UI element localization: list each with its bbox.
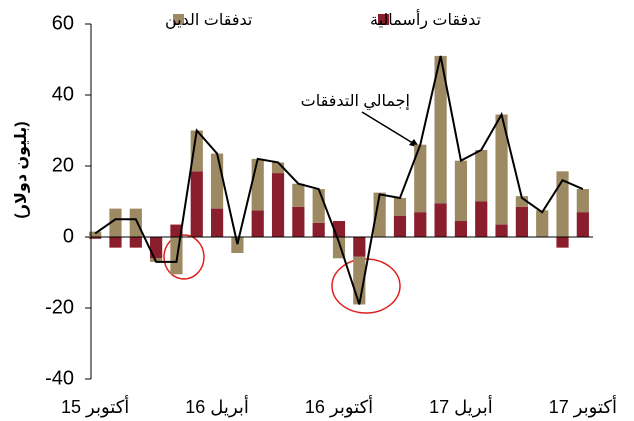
- bar-segment: [89, 237, 102, 239]
- bar-segment: [515, 196, 528, 207]
- bar-segment: [454, 160, 468, 222]
- annotation-arrow: [361, 111, 417, 146]
- legend-swatch: [378, 14, 389, 25]
- bar-segment: [129, 208, 142, 237]
- y-tick-label: 20: [52, 154, 74, 176]
- bar-segment: [475, 150, 488, 202]
- bar-segment: [271, 162, 285, 174]
- legend-label: تدفقات الدين: [165, 12, 252, 30]
- y-tick-label: 60: [52, 12, 74, 34]
- bar-segment: [495, 224, 508, 237]
- bar-segment: [393, 215, 407, 237]
- bar-segment: [292, 183, 305, 207]
- bar-segment: [373, 192, 386, 237]
- bar-segment: [109, 237, 122, 248]
- bar-segment: [576, 212, 589, 237]
- bar-segment: [414, 212, 427, 237]
- bar-segment: [109, 208, 122, 237]
- bar-segment: [556, 237, 569, 248]
- highlight-circle: [163, 234, 205, 280]
- bar-segment: [556, 171, 569, 237]
- bar-segment: [190, 130, 203, 172]
- x-tick-label: أكتوبر 17: [549, 395, 617, 418]
- bar-segment: [129, 237, 142, 248]
- legend-label: تدفقات رأسمالية: [370, 9, 481, 30]
- bar-segment: [251, 210, 264, 237]
- y-tick-label: -40: [45, 367, 74, 389]
- bar-segment: [271, 173, 285, 237]
- bar-segment: [576, 189, 589, 213]
- annotation: إجمالي التدفقات: [301, 93, 410, 111]
- y-tick-label: 40: [52, 83, 74, 105]
- bar-segment: [495, 114, 508, 225]
- bar-segment: [434, 55, 447, 204]
- bar-segment: [231, 237, 244, 253]
- bar-segment: [89, 231, 102, 237]
- x-tick-label: أبريل 17: [429, 395, 493, 418]
- x-tick-label: أكتوبر 16: [305, 395, 373, 418]
- bar-segment: [210, 153, 224, 209]
- bar-segment: [515, 206, 528, 237]
- bar-segment: [475, 201, 488, 237]
- bar-segment: [536, 210, 549, 237]
- bar-segment: [353, 237, 366, 257]
- bar-segment: [251, 158, 264, 211]
- bar-segment: [414, 144, 427, 213]
- bar-segment: [393, 197, 407, 216]
- bar-segment: [292, 206, 305, 237]
- bar-segment: [434, 203, 447, 237]
- total-line: [94, 55, 584, 305]
- bar-segment: [170, 224, 183, 237]
- y-axis-label: (بليون دولار): [13, 121, 30, 218]
- y-tick-label: 0: [63, 225, 74, 247]
- bar-segment: [210, 208, 224, 237]
- x-tick-label: أكتوبر 15: [61, 395, 129, 418]
- x-tick-label: أبريل 16: [185, 395, 249, 418]
- highlight-circle: [331, 258, 401, 314]
- legend-swatch: [173, 14, 184, 25]
- bar-segment: [312, 222, 325, 237]
- bar-segment: [150, 237, 163, 259]
- bar-segment: [312, 189, 325, 223]
- bar-segment: [454, 221, 468, 237]
- bar-segment: [190, 171, 203, 237]
- y-tick-label: -20: [45, 296, 74, 318]
